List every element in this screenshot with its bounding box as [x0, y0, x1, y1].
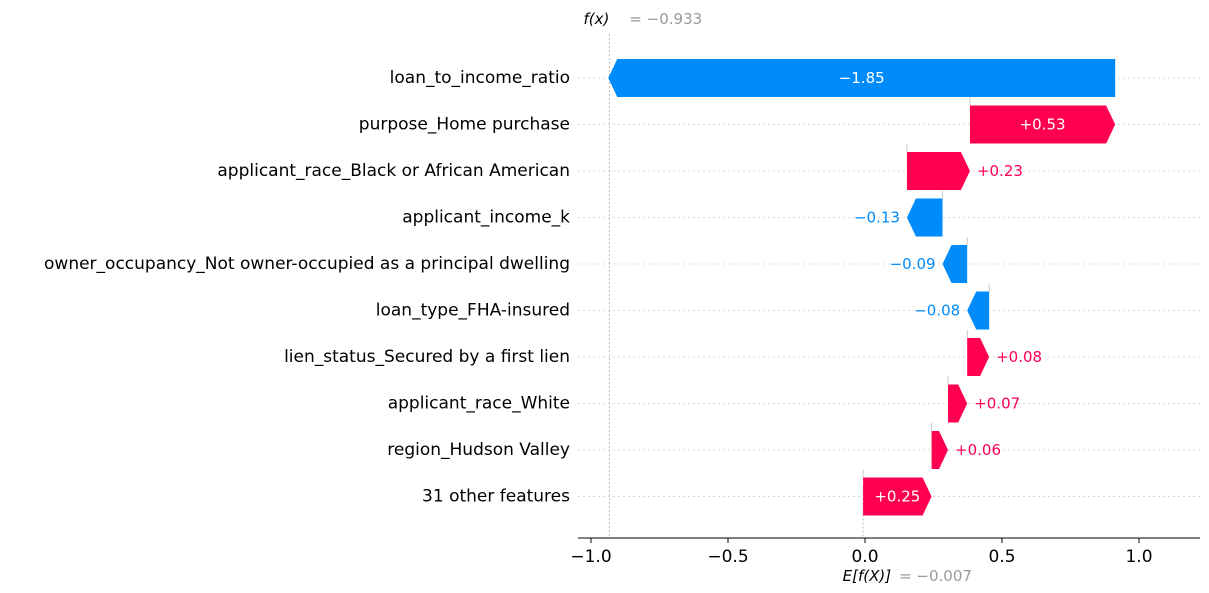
bar-value-label: −0.13 — [854, 209, 900, 227]
bar-positive — [931, 431, 949, 469]
bar-value-label: −1.85 — [839, 69, 885, 87]
bar-value-label: +0.06 — [955, 441, 1001, 459]
bar-negative — [967, 291, 990, 330]
bar-value-label: +0.07 — [974, 395, 1020, 413]
feature-label: purpose_Home purchase — [359, 115, 570, 135]
x-tick-label: 0.5 — [988, 547, 1015, 567]
x-tick-label: 1.0 — [1125, 547, 1152, 567]
bar-positive — [906, 152, 970, 190]
efx-value: = −0.007 — [899, 567, 972, 585]
bar-positive — [967, 338, 990, 376]
x-tick-label: −1.0 — [570, 547, 611, 567]
bar-value-label: +0.23 — [977, 162, 1023, 180]
feature-labels: loan_to_income_ratio purpose_Home purchas… — [44, 68, 570, 507]
bar-value-label: −0.09 — [890, 255, 936, 273]
x-tick-label: 0.0 — [851, 547, 878, 567]
fx-label: f(x) — [583, 10, 609, 28]
feature-label: applicant_race_White — [388, 394, 570, 414]
feature-label: 31 other features — [422, 487, 570, 507]
bar-positive — [863, 477, 932, 516]
x-tick-label: −0.5 — [707, 547, 748, 567]
bar-value-label: +0.25 — [874, 488, 920, 506]
feature-label: region_Hudson Valley — [387, 440, 570, 460]
fx-value: = −0.933 — [629, 10, 702, 28]
feature-label: loan_type_FHA-insured — [376, 301, 570, 321]
feature-label: applicant_income_k — [402, 208, 570, 228]
bar-value-label: −0.08 — [914, 302, 960, 320]
bar-positive — [948, 384, 968, 423]
feature-label: loan_to_income_ratio — [390, 68, 570, 88]
feature-label: owner_occupancy_Not owner-occupied as a … — [44, 254, 570, 274]
bar-negative — [942, 245, 968, 283]
bar-negative — [906, 198, 943, 237]
bar-positive — [969, 105, 1116, 144]
efx-label: E[f(X)] — [843, 567, 892, 585]
feature-label: lien_status_Secured by a first lien — [284, 347, 570, 367]
bars: −1.85 +0.53 +0.23 −0.13 −0.09 −0.08 +0.08 +0.07… — [608, 59, 1116, 516]
x-ticks: −1.0 −0.5 0.0 0.5 1.0 — [570, 538, 1153, 567]
feature-label: applicant_race_Black or African American — [217, 161, 570, 181]
bar-negative — [608, 59, 1116, 97]
bar-value-label: +0.53 — [1020, 116, 1066, 134]
bar-value-label: +0.08 — [996, 348, 1042, 366]
